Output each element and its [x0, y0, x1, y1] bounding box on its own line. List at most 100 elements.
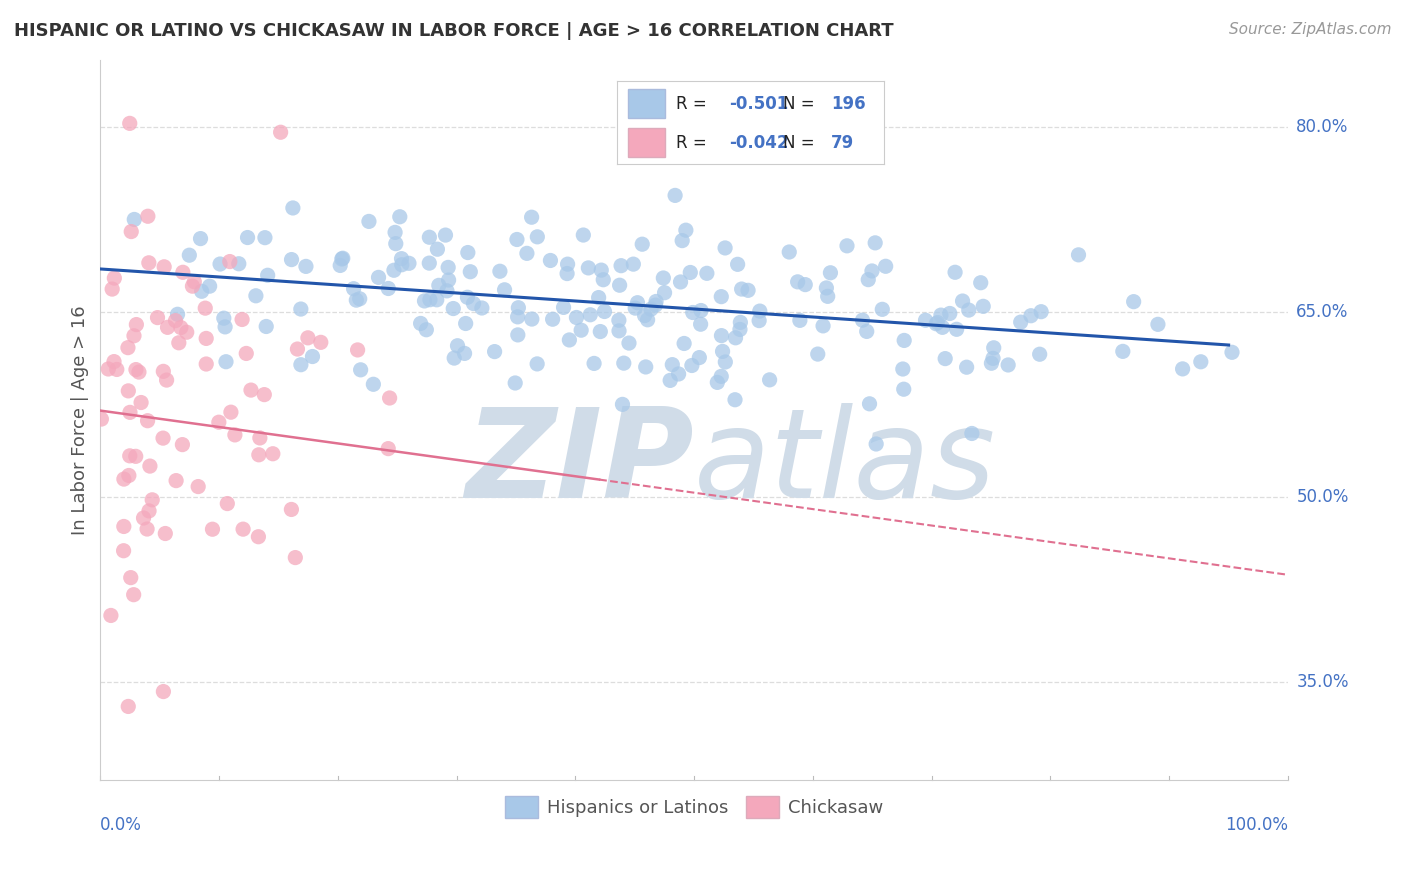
Point — [346, 343, 368, 357]
Point — [576, 260, 599, 275]
Point — [118, 468, 141, 483]
Point — [860, 264, 883, 278]
Point — [1010, 315, 1032, 329]
Point — [555, 267, 578, 281]
Point — [155, 373, 177, 387]
Point — [572, 227, 595, 242]
Point — [152, 431, 174, 445]
Point — [1067, 248, 1090, 262]
Point — [589, 325, 612, 339]
Point — [489, 264, 512, 278]
Point — [724, 331, 747, 345]
Point — [367, 270, 389, 285]
Point — [927, 316, 949, 330]
Point — [817, 289, 839, 303]
Point — [224, 428, 246, 442]
Point — [1189, 355, 1212, 369]
Point — [621, 257, 644, 271]
Point — [125, 318, 148, 332]
Point — [198, 279, 221, 293]
Point — [929, 308, 952, 322]
Point — [1112, 344, 1135, 359]
Point — [640, 302, 662, 317]
Point — [415, 323, 437, 337]
Point — [728, 322, 751, 336]
Point — [730, 282, 752, 296]
Point — [103, 354, 125, 368]
Point — [418, 230, 440, 244]
Point — [454, 317, 477, 331]
Point — [981, 351, 1004, 366]
Point — [235, 346, 257, 360]
Point — [748, 304, 770, 318]
Point — [349, 363, 371, 377]
Legend: Hispanics or Latinos, Chickasaw: Hispanics or Latinos, Chickasaw — [498, 789, 890, 825]
Point — [165, 474, 187, 488]
Point — [377, 281, 399, 295]
Point — [128, 365, 150, 379]
Point — [332, 251, 354, 265]
Point — [344, 293, 367, 307]
Point — [245, 289, 267, 303]
Point — [456, 290, 478, 304]
Point — [117, 341, 139, 355]
Point — [669, 275, 692, 289]
Point — [675, 223, 697, 237]
Point — [172, 437, 194, 451]
Point — [419, 293, 441, 307]
Point — [280, 252, 302, 267]
Point — [668, 367, 690, 381]
Point — [382, 263, 405, 277]
Point — [706, 376, 728, 390]
Point — [673, 336, 696, 351]
Point — [253, 387, 276, 401]
Point — [136, 522, 159, 536]
Point — [254, 319, 277, 334]
Point — [295, 260, 318, 274]
Point — [426, 293, 449, 307]
Point — [807, 347, 830, 361]
Point — [427, 278, 450, 293]
Point — [613, 356, 636, 370]
Point — [187, 479, 209, 493]
Point — [217, 497, 239, 511]
Point — [607, 313, 630, 327]
Point — [558, 333, 581, 347]
Point — [330, 252, 353, 266]
Point — [503, 376, 526, 390]
Point — [152, 684, 174, 698]
Point — [391, 252, 413, 266]
Point — [633, 309, 655, 323]
Point — [112, 472, 135, 486]
Point — [132, 511, 155, 525]
Point — [290, 358, 312, 372]
Point — [875, 260, 897, 274]
Point — [426, 242, 449, 256]
Point — [434, 228, 457, 243]
Point — [794, 277, 817, 292]
Point — [1147, 318, 1170, 332]
Point — [209, 257, 232, 271]
Point — [484, 344, 506, 359]
Point — [557, 257, 579, 271]
Point — [139, 459, 162, 474]
Point — [811, 318, 834, 333]
Point — [634, 359, 657, 374]
Point — [166, 307, 188, 321]
Point — [437, 260, 460, 275]
Point — [301, 350, 323, 364]
Point — [232, 522, 254, 536]
Point — [190, 285, 212, 299]
Point — [506, 232, 529, 246]
Point — [120, 225, 142, 239]
Point — [710, 369, 733, 384]
Text: 35.0%: 35.0% — [1296, 673, 1348, 690]
Point — [851, 313, 873, 327]
Point — [156, 320, 179, 334]
Point — [398, 256, 420, 270]
Point — [418, 256, 440, 270]
Point — [506, 327, 529, 342]
Point — [711, 344, 734, 359]
Point — [891, 362, 914, 376]
Point — [120, 571, 142, 585]
